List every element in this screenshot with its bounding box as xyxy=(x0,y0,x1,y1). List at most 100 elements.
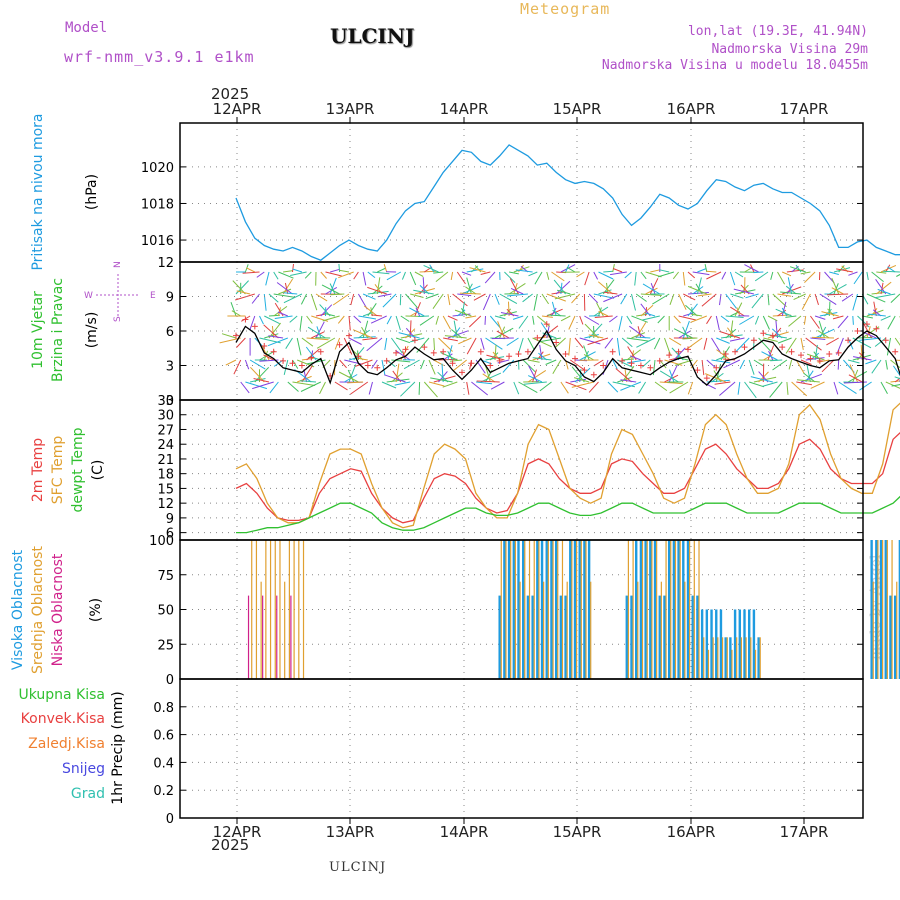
wind-arrow xyxy=(696,277,702,295)
wind-arrow xyxy=(788,359,793,370)
wind-arrow xyxy=(414,271,424,277)
wind-arrow xyxy=(706,315,712,325)
wind-arrow xyxy=(763,337,778,342)
wind-arrow xyxy=(552,309,562,317)
gust-marker xyxy=(468,360,475,367)
gust-marker xyxy=(892,348,899,355)
wind-arrow xyxy=(838,265,845,273)
y-tick-label: 1018 xyxy=(141,197,174,212)
y-tick-label: 27 xyxy=(157,423,174,438)
wind-arrow xyxy=(480,372,502,383)
wind-arrow xyxy=(654,381,668,392)
wind-arrow xyxy=(324,312,336,317)
wind-arrow xyxy=(245,381,268,390)
wind-arrow xyxy=(494,315,506,320)
wind-arrow xyxy=(705,373,726,383)
precip-legend-item: Konvek.Kisa xyxy=(21,711,105,727)
high-cloud-bar xyxy=(729,637,732,679)
wind-arrow xyxy=(249,359,266,370)
wind-arrow xyxy=(409,307,425,317)
wind-arrow xyxy=(368,381,373,395)
wind-arrow xyxy=(691,313,703,317)
gust-marker xyxy=(581,367,588,374)
wind-arrow xyxy=(781,307,788,317)
wind-arrow xyxy=(876,271,887,274)
wind-arrow xyxy=(744,264,759,273)
wind-arrow xyxy=(423,381,438,398)
wind-arrow xyxy=(644,312,656,317)
wind-arrow xyxy=(584,323,599,339)
gust-marker xyxy=(496,357,503,364)
y-tick-label: 21 xyxy=(157,453,174,468)
wind-arrow xyxy=(518,381,538,394)
wind-arrow xyxy=(253,378,270,383)
wind-arrow xyxy=(805,337,822,351)
y-tick-label: 30 xyxy=(157,409,174,424)
y-tick-label: 33 xyxy=(157,394,174,409)
wind-arrow xyxy=(263,350,269,361)
wind-arrow xyxy=(348,315,351,331)
wind-arrow xyxy=(781,301,787,317)
wind-arrow xyxy=(588,293,599,304)
wind-arrow xyxy=(716,337,730,344)
high-cloud-bar xyxy=(898,540,900,679)
wind-arrow xyxy=(269,381,279,394)
wind-arrow xyxy=(706,359,716,368)
wind-arrow xyxy=(801,293,811,310)
sfc-temp-line xyxy=(235,402,900,529)
gust-marker xyxy=(374,364,381,371)
wind-arrow xyxy=(685,304,698,317)
wind-arrow xyxy=(806,363,811,383)
high-cloud-bar xyxy=(583,540,586,679)
wind-arrow xyxy=(447,350,454,361)
wind-arrow xyxy=(348,364,357,383)
pressure-unit: (hPa) xyxy=(84,174,100,210)
wind-arrow xyxy=(657,315,665,324)
wind-arrow xyxy=(539,381,552,392)
wind-arrow xyxy=(762,315,770,330)
y-tick-label: 0.2 xyxy=(153,784,174,799)
wind-arrow xyxy=(786,381,789,395)
wind-arrow xyxy=(725,315,744,318)
wind-arrow xyxy=(330,293,345,296)
wind-arrow xyxy=(384,337,388,350)
high-cloud-bar xyxy=(752,609,756,679)
wind-arrow xyxy=(452,293,468,307)
gust-marker xyxy=(364,362,371,369)
lonlat-label: lon,lat (19.3E, 41.94N) xyxy=(687,24,868,39)
wind-arrow xyxy=(355,359,373,367)
wind-arrow xyxy=(877,288,891,295)
gust-marker xyxy=(402,346,409,353)
wind-arrow xyxy=(645,307,648,317)
wind-arrow xyxy=(886,337,891,356)
wind-arrow xyxy=(367,303,377,317)
gust-marker xyxy=(600,362,607,369)
wind-arrow xyxy=(754,271,769,282)
wind-arrow xyxy=(733,288,755,295)
wind-arrow xyxy=(626,315,633,325)
wind-arrow xyxy=(447,315,458,321)
tick-label-bottom: 12APR xyxy=(213,823,262,841)
wind-arrow xyxy=(616,337,621,356)
tick-label-bottom: 16APR xyxy=(667,823,716,841)
wind-arrow xyxy=(866,309,884,317)
wind-arrow xyxy=(768,350,774,361)
wind-arrow xyxy=(390,337,403,354)
wind-arrow xyxy=(512,315,524,320)
wind-arrow xyxy=(669,293,675,305)
y-tick-label: 0 xyxy=(166,673,174,688)
precip-legend-item: Zaledj.Kisa xyxy=(28,736,105,752)
wind-arrow xyxy=(316,326,322,339)
high-cloud-bar xyxy=(559,595,563,679)
wind-arrow xyxy=(263,354,274,361)
wind-arrow xyxy=(435,315,439,325)
gust-marker xyxy=(788,348,795,355)
wind-arrow xyxy=(461,271,472,276)
wind-arrow xyxy=(836,268,853,273)
gust-marker xyxy=(863,321,870,328)
wind-arrow xyxy=(306,348,320,361)
wind-arrow xyxy=(249,315,256,330)
wind-arrow xyxy=(821,311,839,317)
wind-arrow xyxy=(282,278,294,295)
gust-marker xyxy=(779,344,786,351)
